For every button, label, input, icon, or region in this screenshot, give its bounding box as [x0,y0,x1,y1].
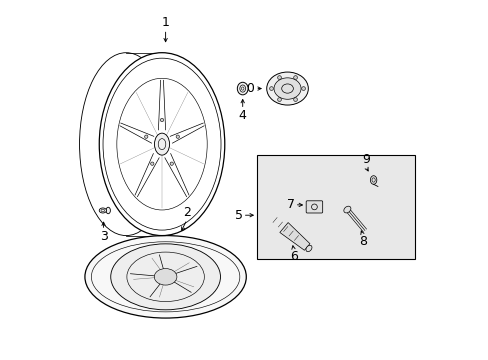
Ellipse shape [154,269,177,285]
Ellipse shape [154,133,169,155]
Ellipse shape [99,208,106,213]
Circle shape [293,98,297,102]
Ellipse shape [266,72,308,105]
Circle shape [269,87,273,90]
Circle shape [160,118,163,122]
Ellipse shape [99,53,224,235]
Ellipse shape [106,207,110,214]
Circle shape [293,76,297,80]
Ellipse shape [305,245,311,252]
Circle shape [277,98,281,102]
Ellipse shape [85,235,246,318]
Text: 2: 2 [183,206,191,220]
Ellipse shape [343,206,350,213]
Text: 1: 1 [162,17,169,30]
Text: 5: 5 [234,209,242,222]
Circle shape [277,76,281,80]
Circle shape [150,162,154,165]
FancyBboxPatch shape [305,201,322,213]
Ellipse shape [273,78,301,99]
Bar [257,155,414,259]
Text: 9: 9 [361,153,369,166]
Circle shape [176,135,179,138]
Circle shape [301,87,305,90]
Ellipse shape [237,82,247,95]
Text: 4: 4 [238,109,246,122]
Text: 10: 10 [239,82,255,95]
Text: 7: 7 [286,198,294,211]
Polygon shape [279,222,309,250]
Text: 3: 3 [100,230,107,243]
Circle shape [170,162,173,165]
Text: 8: 8 [358,235,366,248]
Circle shape [144,135,147,138]
Text: 6: 6 [289,250,297,263]
Ellipse shape [369,176,376,184]
Ellipse shape [110,244,220,310]
